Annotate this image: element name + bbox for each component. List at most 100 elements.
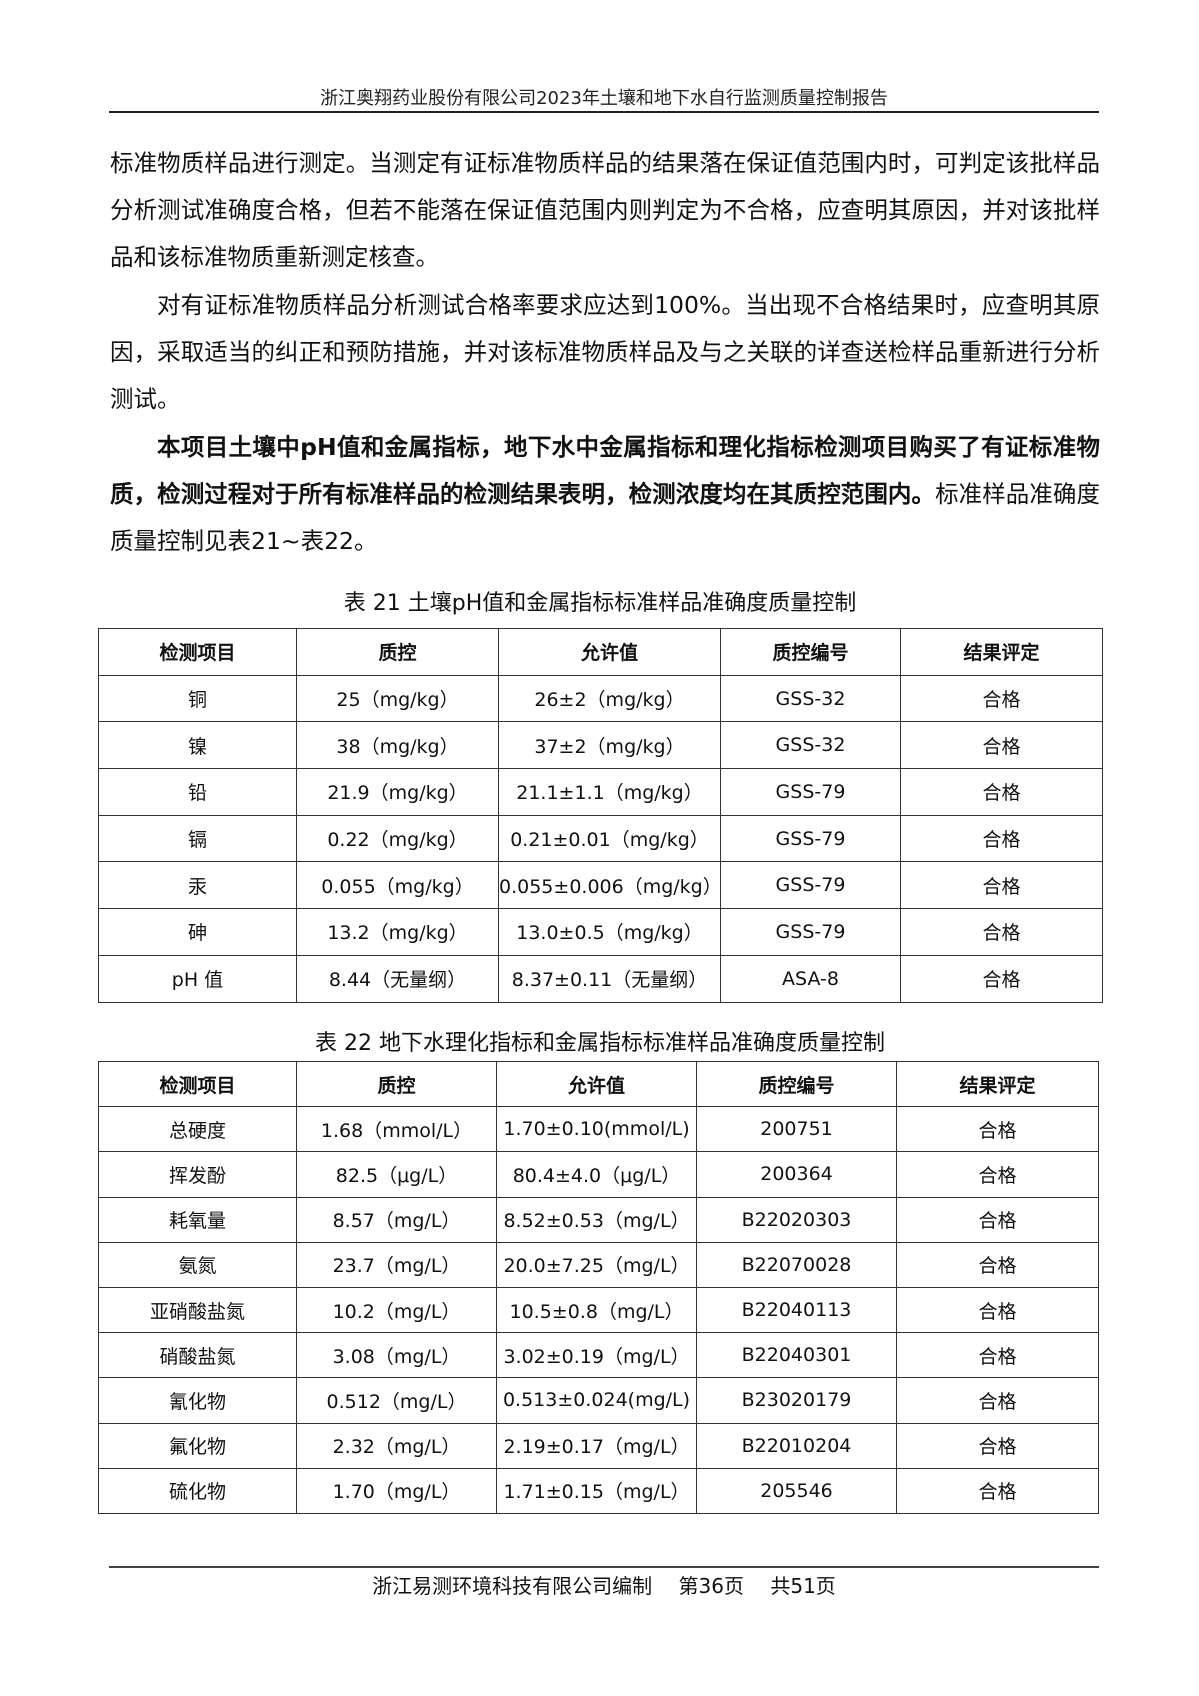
table-cell: 0.055（mg/kg）: [296, 861, 499, 910]
running-header: 浙江奥翔药业股份有限公司2023年土壤和地下水自行监测质量控制报告: [320, 88, 888, 109]
table-cell: GSS-32: [720, 674, 901, 723]
table-cell: GSS-79: [720, 908, 901, 956]
table-cell: 合格: [896, 1286, 1099, 1334]
table-cell: 合格: [900, 814, 1103, 863]
table-cell: B22020303: [696, 1196, 897, 1243]
table-cell: GSS-79: [720, 861, 901, 910]
table-row: 亚硝酸盐氮 10.2（mg/L） 10.5±0.8（mg/L） B22040113 合格: [98, 1286, 1099, 1334]
table-cell: 镉: [98, 814, 297, 863]
table-cell: 亚硝酸盐氮: [98, 1286, 297, 1334]
table-row: 硫化物 1.70（mg/L） 1.71±0.15（mg/L） 205546 合格: [98, 1467, 1099, 1514]
table-cell: 13.0±0.5（mg/kg）: [498, 908, 721, 956]
table-cell: 1.70±0.10(mmol/L): [496, 1106, 697, 1153]
table-cell: ASA-8: [720, 954, 901, 1003]
table-row: 镉 0.22（mg/kg） 0.21±0.01（mg/kg） GSS-79 合格: [98, 814, 1103, 863]
table-cell: B22040301: [696, 1332, 897, 1379]
table-cell: B22010204: [696, 1422, 897, 1469]
table-cell: 合格: [896, 1377, 1099, 1424]
table-row: 总硬度 1.68（mmol/L） 1.70±0.10(mmol/L) 200751 合格: [98, 1106, 1099, 1153]
table-cell: 2.32（mg/L）: [296, 1422, 497, 1469]
table-cell: 10.5±0.8（mg/L）: [496, 1286, 697, 1334]
column-header: 质控: [296, 628, 499, 676]
table-cell: 21.9（mg/kg）: [296, 768, 499, 816]
table-cell: 2.19±0.17（mg/L）: [496, 1422, 697, 1469]
table-cell: 8.52±0.53（mg/L）: [496, 1196, 697, 1243]
table-cell: 合格: [900, 861, 1103, 910]
table-cell: 耗氧量: [98, 1196, 297, 1243]
table-21-caption: 表 21 土壤pH值和金属指标标准样品准确度质量控制: [343, 591, 857, 616]
table-cell: 205546: [696, 1467, 897, 1514]
table-cell: 26±2（mg/kg）: [498, 674, 721, 723]
table-row: 铜 25（mg/kg） 26±2（mg/kg） GSS-32 合格: [98, 674, 1103, 723]
table-cell: GSS-79: [720, 814, 901, 863]
table-row: 耗氧量 8.57（mg/L） 8.52±0.53（mg/L） B22020303 合格: [98, 1196, 1099, 1243]
table-cell: 砷: [98, 908, 297, 956]
table-cell: 8.44（无量纲）: [296, 954, 499, 1003]
table-cell: 0.055±0.006（mg/kg）: [498, 861, 722, 910]
table-22-caption: 表 22 地下水理化指标和金属指标标准样品准确度质量控制: [315, 1031, 885, 1056]
paragraph-3-bold: 本项目土壤中pH值和金属指标，地下水中金属指标和理化指标检测项目购买了有证标准物…: [110, 433, 1100, 508]
table-cell: 合格: [896, 1467, 1099, 1514]
table-cell: 合格: [896, 1241, 1099, 1288]
column-header: 结果评定: [900, 628, 1103, 676]
table-cell: 13.2（mg/kg）: [296, 908, 499, 956]
table-cell: 20.0±7.25（mg/L）: [496, 1241, 697, 1288]
table-cell: 38（mg/kg）: [296, 721, 499, 770]
footer-page-number: 第36页: [678, 1574, 744, 1598]
table-22: 检测项目 质控 允许值 质控编号 结果评定 总硬度 1.68（mmol/L） 1.70±0.…: [98, 1060, 1099, 1514]
table-21: 检测项目 质控 允许值 质控编号 结果评定 铜 25（mg/kg） 26±2（mg/kg） G…: [98, 628, 1103, 1003]
table-cell: 25（mg/kg）: [296, 674, 499, 723]
table-cell: 硫化物: [98, 1467, 297, 1514]
table-cell: 合格: [900, 768, 1103, 816]
table-cell: 200364: [696, 1151, 897, 1198]
paragraph-3-normal: 标准样品准确度质量控制见表21~表22。: [110, 480, 1101, 555]
table-cell: 氨氮: [98, 1241, 297, 1288]
table-cell: 3.02±0.19（mg/L）: [496, 1332, 697, 1379]
table-row: 硝酸盐氮 3.08（mg/L） 3.02±0.19（mg/L） B22040301 合格: [98, 1332, 1099, 1379]
paragraph-2: 对有证标准物质样品分析测试合格率要求应达到100%。当出现不合格结果时，应查明其…: [110, 291, 1100, 413]
table-cell: 合格: [900, 908, 1103, 956]
column-header: 质控: [296, 1060, 497, 1108]
table-cell: 合格: [900, 674, 1103, 723]
column-header: 允许值: [496, 1060, 697, 1108]
column-header: 质控编号: [720, 628, 901, 676]
table-cell: 合格: [896, 1196, 1099, 1243]
table-cell: 合格: [896, 1106, 1099, 1153]
table-cell: 镍: [98, 721, 297, 770]
table-cell: 10.2（mg/L）: [296, 1286, 497, 1334]
table-row: 镍 38（mg/kg） 37±2（mg/kg） GSS-32 合格: [98, 721, 1103, 770]
table-cell: 硝酸盐氮: [98, 1332, 297, 1379]
table-cell: 21.1±1.1（mg/kg）: [498, 768, 721, 816]
column-header: 结果评定: [896, 1060, 1099, 1108]
table-cell: 合格: [900, 954, 1103, 1003]
table-cell: GSS-32: [720, 721, 901, 770]
paragraph-3: 本项目土壤中pH值和金属指标，地下水中金属指标和理化指标检测项目购买了有证标准物…: [110, 424, 1100, 565]
column-header: 检测项目: [98, 628, 297, 676]
table-cell: B23020179: [696, 1377, 897, 1424]
footer-company: 浙江易测环境科技有限公司编制: [372, 1574, 653, 1598]
table-cell: 8.37±0.11（无量纲）: [498, 954, 721, 1003]
footer-rule: [109, 1566, 1099, 1568]
header-rule: [109, 111, 1099, 113]
table-cell: 合格: [896, 1422, 1099, 1469]
table-cell: B22070028: [696, 1241, 897, 1288]
table-row: 氟化物 2.32（mg/L） 2.19±0.17（mg/L） B22010204 合格: [98, 1422, 1099, 1469]
table-cell: 汞: [98, 861, 297, 910]
table-cell: 3.08（mg/L）: [296, 1332, 497, 1379]
table-cell: GSS-79: [720, 768, 901, 816]
table-cell: 1.71±0.15（mg/L）: [496, 1467, 697, 1514]
table-cell: 8.57（mg/L）: [296, 1196, 497, 1243]
footer-page-total: 共51页: [770, 1574, 836, 1598]
table-cell: 总硬度: [98, 1106, 297, 1153]
table-cell: 23.7（mg/L）: [296, 1241, 497, 1288]
table-cell: 挥发酚: [98, 1151, 297, 1198]
table-cell: 37±2（mg/kg）: [498, 721, 721, 770]
table-cell: 82.5（μg/L）: [296, 1151, 497, 1198]
table-row: 氨氮 23.7（mg/L） 20.0±7.25（mg/L） B22070028 合格: [98, 1241, 1099, 1288]
column-header: 检测项目: [98, 1060, 297, 1108]
table-cell: B22040113: [696, 1286, 897, 1334]
table-cell: 铜: [98, 674, 297, 723]
table-cell: 氰化物: [98, 1377, 297, 1424]
column-header: 允许值: [498, 628, 721, 676]
table-row: 汞 0.055（mg/kg） 0.055±0.006（mg/kg） GSS-79 合格: [98, 861, 1103, 910]
